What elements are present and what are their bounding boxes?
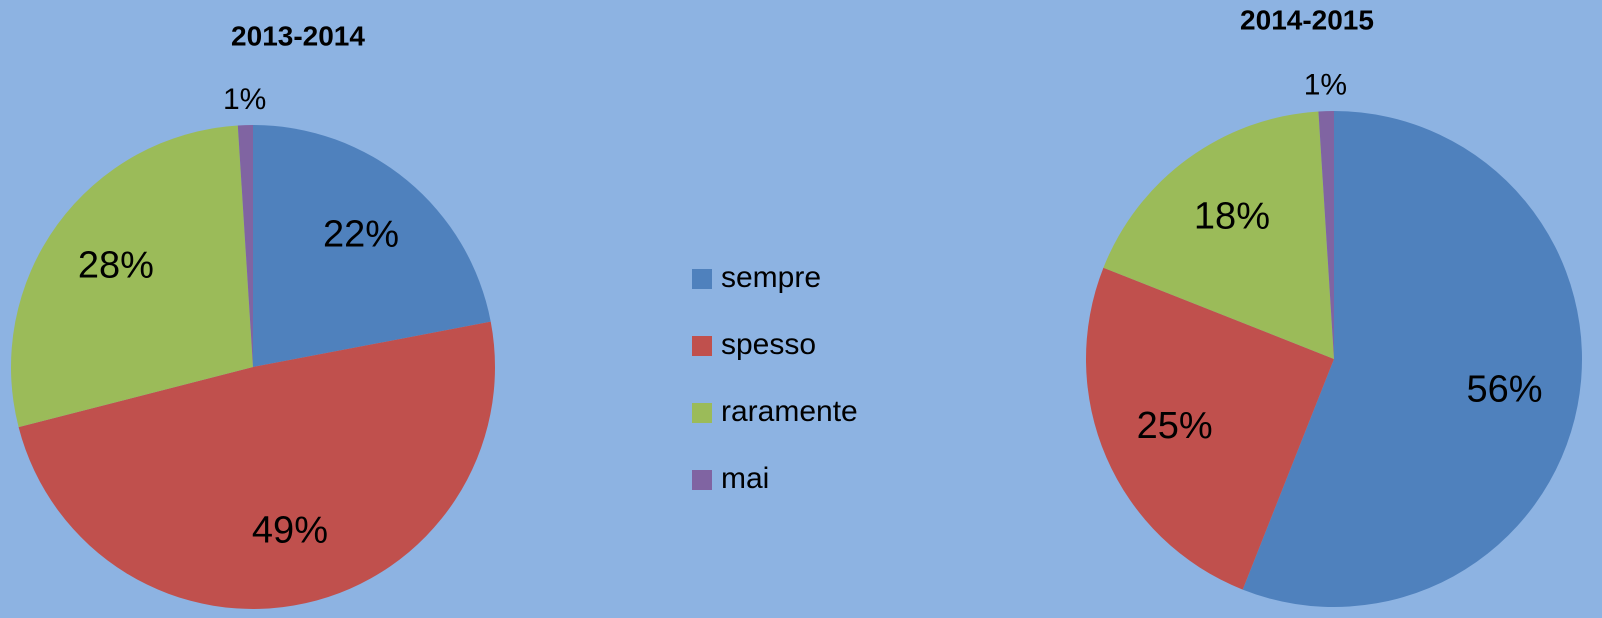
data-label: 18%: [1194, 196, 1270, 238]
pie-slice: sempre: [253, 125, 491, 367]
pie-slice: mai: [237, 125, 253, 367]
legend-label: sempre: [721, 261, 821, 294]
pie-slice: mai: [1318, 111, 1334, 359]
data-label: 25%: [1137, 405, 1213, 447]
pie-slice: raramente: [1103, 111, 1334, 359]
legend-label: mai: [721, 462, 769, 495]
legend-label: raramente: [721, 395, 858, 428]
data-label: 1%: [223, 83, 266, 116]
legend-swatch: [692, 336, 712, 356]
data-label: 1%: [1304, 68, 1347, 101]
chart-title: 2014-2015: [1240, 4, 1374, 35]
legend-swatch: [692, 403, 712, 423]
pie-slice: sempre: [1242, 111, 1582, 607]
chart-title: 2013-2014: [231, 20, 365, 51]
data-label: 56%: [1466, 369, 1542, 411]
pie-slice: spesso: [18, 321, 495, 609]
legend-swatch: [692, 470, 712, 490]
legend-label: spesso: [721, 328, 816, 361]
pie-slice: spesso: [1086, 267, 1334, 590]
data-label: 22%: [323, 214, 399, 256]
pie-slice: raramente: [11, 125, 254, 428]
data-label: 49%: [252, 509, 328, 551]
data-label: 28%: [78, 244, 154, 286]
legend-swatch: [692, 269, 712, 289]
